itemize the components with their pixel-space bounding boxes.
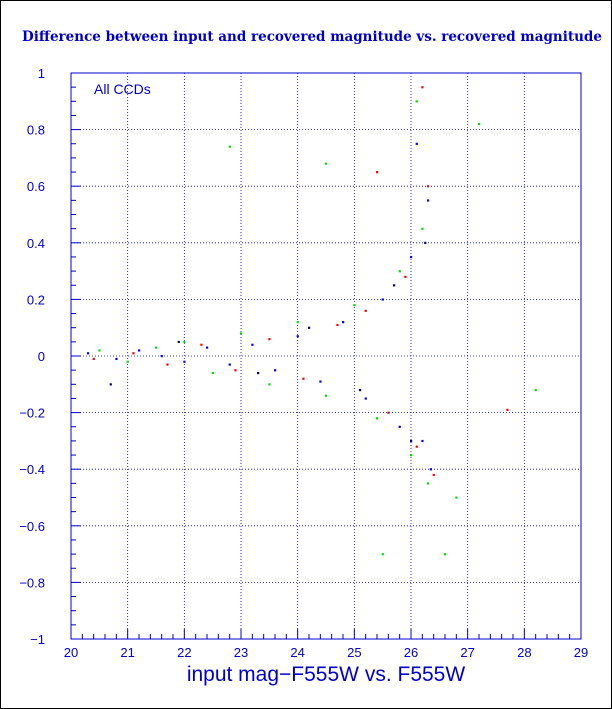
data-point bbox=[177, 340, 180, 344]
data-point bbox=[415, 100, 418, 103]
data-point bbox=[410, 255, 413, 259]
y-tick-label: 1 bbox=[38, 66, 45, 81]
x-tick-label: 20 bbox=[64, 645, 78, 660]
x-tick-label: 27 bbox=[460, 645, 474, 660]
data-point bbox=[376, 417, 379, 420]
data-points bbox=[87, 86, 537, 556]
data-point bbox=[160, 355, 163, 358]
x-tick-label: 29 bbox=[574, 645, 588, 660]
grid-lines bbox=[70, 72, 582, 640]
data-point bbox=[429, 468, 433, 471]
y-tick-label: −0.6 bbox=[19, 519, 45, 534]
data-point bbox=[138, 349, 141, 352]
data-point bbox=[410, 439, 413, 443]
x-axis-ticks: 20 21 22 23 24 25 26 27 28 29 bbox=[64, 629, 588, 660]
data-point bbox=[359, 388, 362, 392]
x-tick-label: 28 bbox=[517, 645, 531, 660]
data-point bbox=[211, 371, 214, 375]
data-point bbox=[325, 162, 328, 165]
data-point bbox=[155, 346, 158, 349]
data-point bbox=[274, 369, 277, 372]
data-point bbox=[257, 371, 260, 375]
data-point bbox=[393, 284, 396, 287]
data-point bbox=[302, 377, 305, 380]
data-point bbox=[364, 309, 367, 312]
x-axis-label: input mag−F555W vs. F555W bbox=[187, 663, 466, 686]
data-point bbox=[432, 473, 435, 477]
data-point bbox=[92, 357, 95, 361]
data-point bbox=[251, 343, 254, 346]
data-point bbox=[404, 275, 407, 278]
y-tick-label: 0 bbox=[38, 349, 45, 364]
x-tick-label: 21 bbox=[120, 645, 134, 660]
y-tick-label: 0.4 bbox=[27, 236, 45, 251]
data-point bbox=[415, 445, 418, 448]
y-tick-label: 0.6 bbox=[27, 179, 45, 194]
data-point bbox=[342, 321, 345, 324]
data-point bbox=[296, 335, 299, 338]
x-tick-label: 25 bbox=[347, 645, 361, 660]
data-point bbox=[410, 454, 413, 457]
data-point bbox=[115, 357, 118, 361]
chart-title: Difference between input and recovered m… bbox=[22, 29, 602, 45]
y-tick-label: 0.8 bbox=[27, 123, 45, 138]
y-tick-label: −0.2 bbox=[19, 406, 45, 421]
y-tick-label: 0.2 bbox=[27, 292, 45, 307]
x-tick-label: 26 bbox=[404, 645, 418, 660]
y-tick-label: −0.4 bbox=[19, 462, 45, 477]
data-point bbox=[421, 227, 424, 230]
data-point bbox=[200, 343, 203, 346]
data-point bbox=[228, 145, 231, 148]
y-axis-ticks: −1 −0.8 −0.6 −0.4 −0.2 0 0.2 0.4 0.6 0.8 1 bbox=[19, 66, 81, 647]
data-point bbox=[268, 383, 271, 386]
data-point bbox=[126, 360, 129, 363]
data-point bbox=[308, 326, 311, 329]
y-tick-label: −1 bbox=[30, 632, 45, 647]
data-point bbox=[364, 397, 367, 400]
data-point bbox=[228, 363, 231, 366]
data-point bbox=[183, 360, 186, 363]
data-point bbox=[376, 171, 379, 174]
data-point bbox=[427, 185, 430, 188]
data-point bbox=[478, 122, 481, 126]
data-point bbox=[387, 411, 390, 414]
data-point bbox=[398, 425, 401, 428]
data-point bbox=[427, 482, 430, 485]
data-point bbox=[87, 352, 90, 355]
x-tick-label: 22 bbox=[177, 645, 191, 660]
data-point bbox=[381, 553, 384, 556]
data-point bbox=[319, 380, 322, 383]
data-point bbox=[381, 298, 384, 301]
data-point bbox=[534, 388, 537, 392]
data-point bbox=[268, 338, 271, 341]
data-point bbox=[506, 408, 509, 411]
data-point bbox=[421, 439, 424, 443]
data-point bbox=[424, 241, 427, 244]
data-point bbox=[296, 321, 299, 324]
data-point bbox=[336, 323, 339, 327]
data-point bbox=[353, 304, 356, 307]
data-point bbox=[98, 349, 101, 352]
annotation-all-ccds: All CCDs bbox=[94, 81, 151, 97]
data-point bbox=[183, 340, 186, 344]
data-point bbox=[109, 383, 112, 386]
data-point bbox=[206, 346, 209, 349]
x-tick-label: 23 bbox=[234, 645, 248, 660]
y-tick-label: −0.8 bbox=[19, 575, 45, 590]
data-point bbox=[455, 496, 458, 499]
data-point bbox=[427, 199, 430, 202]
data-point bbox=[240, 332, 243, 335]
data-point bbox=[166, 363, 169, 366]
x-tick-label: 24 bbox=[290, 645, 304, 660]
data-point bbox=[421, 86, 424, 89]
data-point bbox=[415, 142, 418, 145]
data-point bbox=[132, 352, 135, 355]
data-point bbox=[325, 394, 328, 397]
data-point bbox=[444, 553, 447, 556]
data-point bbox=[234, 369, 237, 372]
data-point bbox=[398, 270, 401, 273]
